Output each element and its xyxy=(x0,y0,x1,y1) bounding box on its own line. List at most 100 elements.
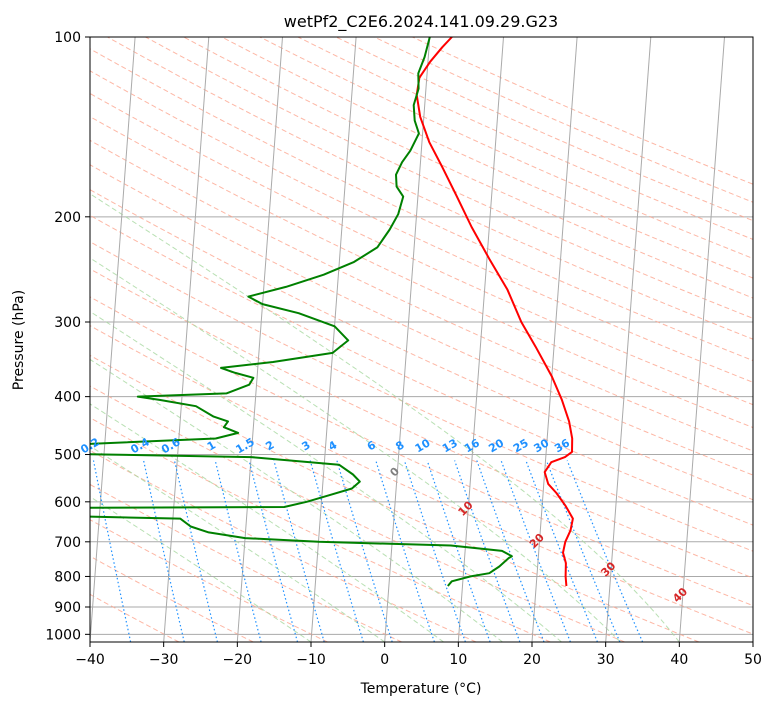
dry-adiabat-line xyxy=(145,37,753,319)
x-tick-label: −30 xyxy=(149,652,179,668)
y-axis-label: Pressure (hPa) xyxy=(11,290,27,390)
x-tick-label: 30 xyxy=(597,652,615,668)
x-tick-label: 20 xyxy=(523,652,541,668)
moist-adiabat-line xyxy=(90,257,621,642)
mixing-ratio-line xyxy=(273,460,325,642)
y-tick-label: 200 xyxy=(54,210,81,226)
mixing-ratio-label: 36 xyxy=(552,436,572,455)
mixing-ratio-label: 8 xyxy=(393,438,406,453)
mixing-ratio-label: 6 xyxy=(365,438,378,453)
dry-adiabat-line xyxy=(90,417,551,642)
y-tick-label: 700 xyxy=(54,535,81,551)
mixing-ratio-label: 16 xyxy=(462,436,482,455)
dewpoint-line xyxy=(90,37,513,587)
dry-adiabat-line xyxy=(374,37,753,203)
y-tick-label: 600 xyxy=(54,495,81,511)
dry-adiabat-line xyxy=(90,296,753,607)
mixing-ratio-label: 13 xyxy=(440,436,460,455)
dry-adiabat-line xyxy=(90,241,753,552)
mixing-ratio-label: 10 xyxy=(413,436,433,455)
sounding-series xyxy=(90,37,574,587)
dry-adiabat-line xyxy=(90,385,625,642)
dry-adiabat-line xyxy=(221,37,753,279)
mixing-ratio-line xyxy=(545,460,621,642)
mixing-ratio-line xyxy=(476,460,545,642)
isotherm-line xyxy=(752,635,753,642)
mixing-ratio-line xyxy=(248,460,299,642)
mixing-ratio-line xyxy=(336,460,393,642)
dry-adiabat-line xyxy=(259,37,753,260)
background-lines xyxy=(90,37,753,642)
dry-adiabat-line xyxy=(90,92,753,406)
mixing-ratio-line xyxy=(566,460,644,642)
mixing-ratio-label: 25 xyxy=(511,436,531,455)
y-tick-label: 1000 xyxy=(45,627,81,643)
dry-adiabat-line xyxy=(90,483,402,642)
moist-adiabat-line xyxy=(90,310,562,642)
isotherm-line xyxy=(384,37,431,642)
dry-adiabat-line xyxy=(297,37,753,240)
mixing-ratio-line xyxy=(92,460,132,642)
y-tick-label: 300 xyxy=(54,315,81,331)
mixing-ratio-line xyxy=(375,460,435,642)
moist-adiabat-line xyxy=(90,403,444,642)
dry-adiabat-line xyxy=(90,449,477,642)
mixing-ratio-label: 20 xyxy=(486,436,506,455)
dry-adiabat-line xyxy=(90,189,753,501)
isotherm-line xyxy=(457,37,504,642)
dry-adiabat-line xyxy=(90,164,753,476)
y-axis-ticks: 100 200 300 400 500 600 700 800 900 1000 xyxy=(45,30,90,643)
isotherm-line xyxy=(605,37,652,642)
x-tick-label: 40 xyxy=(670,652,688,668)
x-tick-label: −40 xyxy=(75,652,105,668)
y-tick-label: 800 xyxy=(54,569,81,585)
isotherm-line xyxy=(236,37,283,642)
dry-adiabat-label: 20 xyxy=(527,531,547,551)
mixing-ratio-label: 0.4 xyxy=(128,435,152,456)
temperature-line xyxy=(415,37,574,587)
dry-adiabat-line xyxy=(107,37,753,340)
mixing-ratio-label: 1.5 xyxy=(233,435,256,456)
dry-adiabat-label: 0 xyxy=(387,464,402,479)
dry-adiabat-line xyxy=(90,116,753,429)
x-tick-label: 50 xyxy=(744,652,762,668)
y-tick-label: 100 xyxy=(54,30,81,46)
x-tick-label: −20 xyxy=(223,652,253,668)
mixing-ratio-line xyxy=(525,460,598,642)
isotherm-line xyxy=(90,37,136,642)
line-labels: 0.2 0.4 0.6 1 1.5 2 3 4 6 8 10 13 16 20 25 30 3601020304… xyxy=(78,435,690,605)
dry-adiabat-line xyxy=(90,139,753,452)
chart-title: wetPf2_C2E6.2024.141.09.29.G23 xyxy=(284,12,558,32)
mixing-ratio-line xyxy=(214,460,262,642)
mixing-ratio-label: 2 xyxy=(263,438,276,453)
mixing-ratio-label: 4 xyxy=(326,438,339,453)
plot-frame xyxy=(89,36,754,643)
y-tick-label: 500 xyxy=(54,448,81,464)
isotherm-line xyxy=(678,37,725,642)
x-tick-label: −10 xyxy=(296,652,326,668)
y-tick-label: 900 xyxy=(54,600,81,616)
isotherm-line xyxy=(531,37,578,642)
dry-adiabat-line xyxy=(90,354,700,642)
mixing-ratio-line xyxy=(403,460,466,642)
x-axis-ticks: −40 −30 −20 −10 0 10 20 30 40 50 xyxy=(75,642,762,668)
mixing-ratio-line xyxy=(500,460,571,642)
mixing-ratio-line xyxy=(143,460,185,642)
dry-adiabat-line xyxy=(90,70,753,383)
mixing-ratio-line xyxy=(426,460,491,642)
x-axis-label: Temperature (°C) xyxy=(360,681,482,697)
y-tick-label: 400 xyxy=(54,390,81,406)
mixing-ratio-line xyxy=(454,460,521,642)
isotherm-line xyxy=(163,37,210,642)
mixing-ratio-label: 30 xyxy=(532,436,552,455)
moist-adiabat-line xyxy=(90,358,503,642)
dry-adiabat-line xyxy=(90,214,753,526)
mixing-ratio-line xyxy=(173,460,218,642)
moist-adiabat-line xyxy=(90,445,385,642)
moist-adiabat-line xyxy=(90,496,312,642)
x-tick-label: 10 xyxy=(449,652,467,668)
dry-adiabat-line xyxy=(335,37,753,222)
mixing-ratio-label: 1 xyxy=(205,438,218,453)
dry-adiabat-line xyxy=(90,268,753,579)
